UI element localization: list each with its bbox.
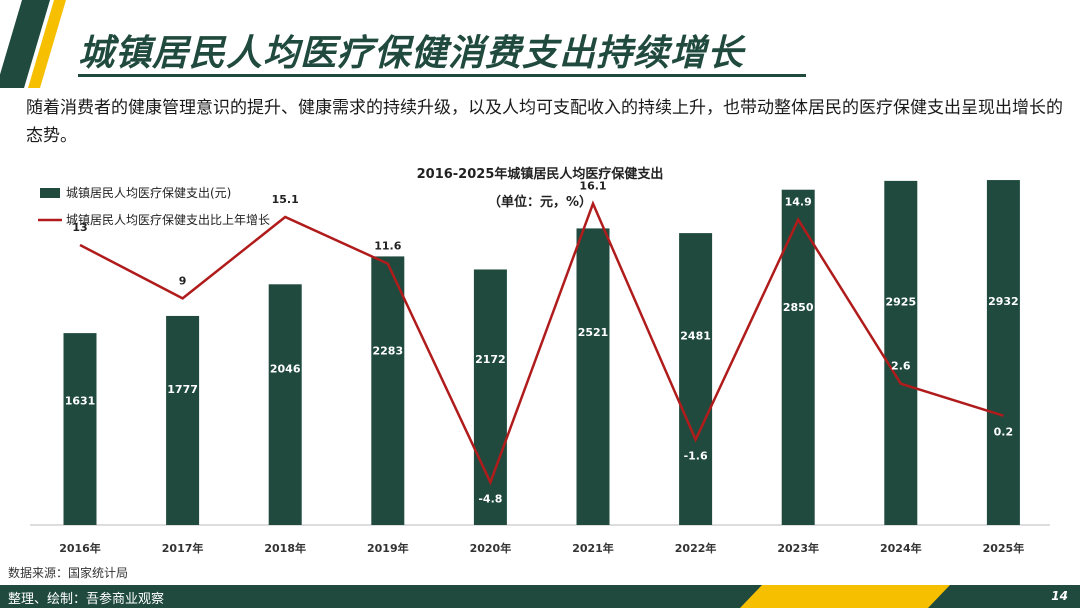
line-value-label: 11.6 xyxy=(374,240,401,253)
bar-3 xyxy=(371,256,405,525)
bar-value-label: 2046 xyxy=(270,363,301,376)
title-underline xyxy=(78,74,806,77)
bar-value-label: 2925 xyxy=(885,295,916,308)
bar-1 xyxy=(166,315,200,525)
x-tick-label: 2020年 xyxy=(470,541,512,555)
footer-accent xyxy=(740,585,950,608)
bar-value-label: 2850 xyxy=(783,301,814,314)
bar-value-label: 2932 xyxy=(988,295,1019,308)
growth-line xyxy=(79,200,1004,486)
chart-title: 2016-2025年城镇居民人均医疗保健支出 xyxy=(417,166,664,182)
page-number: 14 xyxy=(1051,589,1068,603)
bar-value-label: 2283 xyxy=(372,344,403,357)
bar-value-label: 2172 xyxy=(475,353,506,366)
bar-8 xyxy=(884,180,918,525)
page-title: 城镇居民人均医疗保健消费支出持续增长 xyxy=(78,33,745,74)
x-tick-label: 2018年 xyxy=(264,541,306,555)
line-value-label: 16.1 xyxy=(579,180,606,193)
corner-stripe-dark xyxy=(0,0,50,88)
chart: 2016-2025年城镇居民人均医疗保健支出 （单位：元，%） 城镇居民人均医疗… xyxy=(30,166,1050,555)
x-tick-label: 2024年 xyxy=(880,541,922,555)
corner-stripe-yellow xyxy=(28,0,66,88)
line-value-label: -4.8 xyxy=(478,492,502,505)
corner-decoration xyxy=(0,0,66,88)
legend-bar-label: 城镇居民人均医疗保健支出(元) xyxy=(66,186,231,200)
legend-line-label: 城镇居民人均医疗保健支出比上年增长 xyxy=(66,213,270,227)
legend-bar-swatch xyxy=(40,188,60,198)
line-value-label: 9 xyxy=(179,274,187,287)
line-value-label: 2.6 xyxy=(891,360,911,373)
bar-4 xyxy=(473,269,507,525)
bar-value-label: 2481 xyxy=(680,329,711,342)
x-tick-label: 2022年 xyxy=(675,541,717,555)
bar-value-label: 1777 xyxy=(167,383,198,396)
intro-paragraph: 随着消费者的健康管理意识的提升、健康需求的持续升级，以及人均可支配收入的持续上升… xyxy=(26,98,1063,146)
line-value-label: 15.1 xyxy=(272,193,299,206)
data-source: 数据来源：国家统计局 xyxy=(8,566,129,580)
x-tick-label: 2017年 xyxy=(162,541,204,555)
bar-0 xyxy=(63,333,97,525)
footer-credit: 整理、绘制：吾参商业观察 xyxy=(8,592,165,607)
x-tick-label: 2021年 xyxy=(572,541,614,555)
bar-value-label: 2521 xyxy=(578,326,609,339)
line-value-label: 14.9 xyxy=(785,196,812,209)
x-tick-label: 2025年 xyxy=(983,541,1025,555)
bar-6 xyxy=(679,233,713,525)
line-value-label: 0.2 xyxy=(994,426,1014,439)
bar-value-label: 1631 xyxy=(65,394,96,407)
chart-subtitle: （单位：元，%） xyxy=(488,194,592,210)
x-tick-label: 2019年 xyxy=(367,541,409,555)
bar-2 xyxy=(268,284,302,525)
line-value-label: 13 xyxy=(72,221,87,234)
line-value-label: -1.6 xyxy=(684,450,708,463)
bar-5 xyxy=(576,228,610,526)
x-tick-label: 2023年 xyxy=(777,541,819,555)
x-tick-label: 2016年 xyxy=(59,541,101,555)
bar-9 xyxy=(986,180,1020,525)
